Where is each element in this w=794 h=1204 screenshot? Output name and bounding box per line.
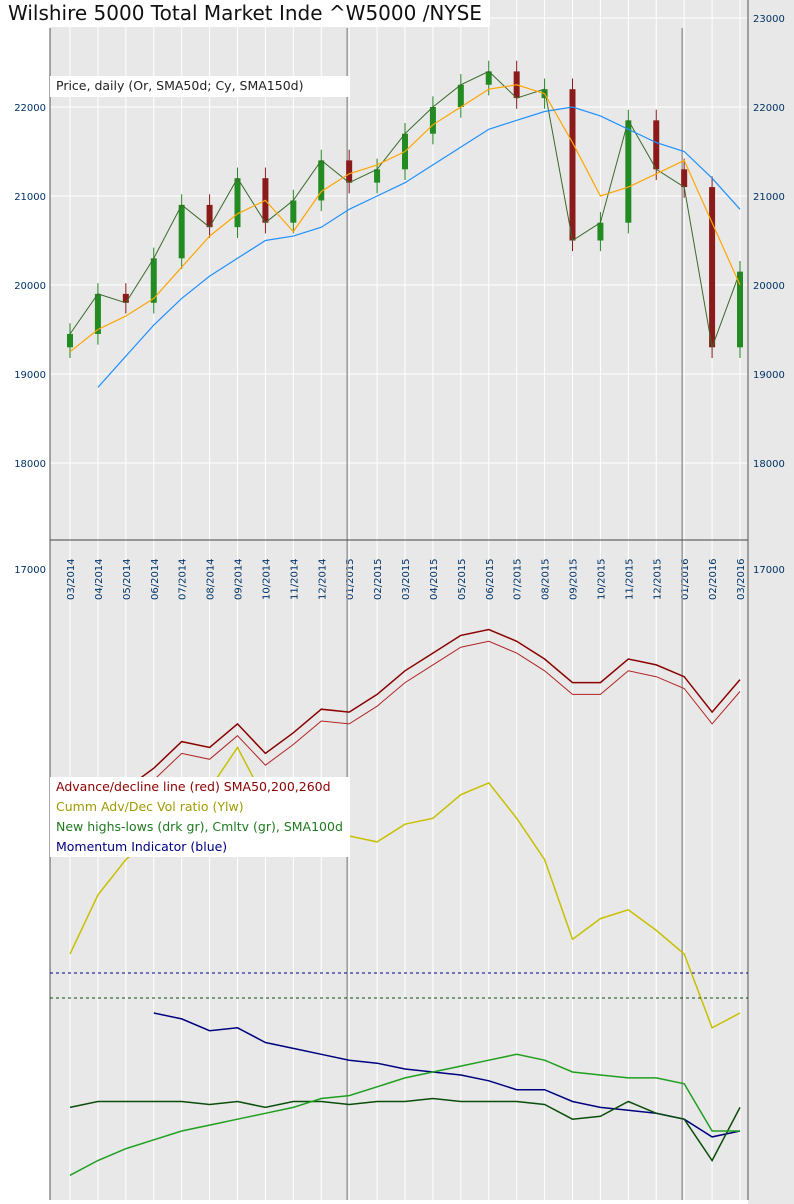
month-tick-label: 02/2015 — [373, 558, 384, 600]
price-tick-label-right: 21000 — [753, 192, 785, 203]
month-tick-label: 03/2015 — [401, 558, 412, 600]
month-tick-label: 05/2014 — [122, 558, 133, 600]
legend-ad-line: Advance/decline line (red) SMA50,200,260… — [56, 779, 331, 794]
sma50-line — [69, 84, 741, 353]
price-candle-body — [737, 271, 743, 348]
price-candle-body — [569, 89, 576, 241]
month-tick-label: 10/2015 — [596, 558, 607, 600]
price-candle-body — [346, 160, 353, 183]
indicator-legend: Advance/decline line (red) SMA50,200,260… — [50, 777, 350, 857]
month-tick-label: 10/2014 — [261, 558, 272, 600]
month-tick-label: 05/2015 — [457, 558, 468, 600]
legend-momentum: Momentum Indicator (blue) — [56, 839, 228, 854]
month-tick-label: 03/2014 — [66, 558, 77, 600]
month-tick-label: 08/2015 — [541, 558, 552, 600]
advance-decline-line — [69, 628, 741, 837]
price-candle-body — [67, 333, 73, 348]
price-candle-body — [597, 222, 604, 241]
month-tick-label: 03/2016 — [736, 558, 747, 600]
indicator-tick-label-left: 17000 — [14, 565, 46, 576]
month-tick-label: 07/2014 — [178, 558, 189, 600]
month-tick-label: 09/2015 — [569, 558, 580, 600]
indicator-tick-label-right: 17000 — [753, 565, 785, 576]
price-tick-label-right: 19000 — [753, 370, 785, 381]
price-candle-body — [457, 84, 464, 107]
month-tick-label: 01/2016 — [680, 558, 691, 600]
legend-new-highs-lows: New highs-lows (drk gr), Cmltv (gr), SMA… — [56, 819, 343, 834]
price-candle-body — [234, 178, 241, 228]
price-candle-body — [374, 169, 381, 183]
month-tick-label: 06/2015 — [485, 558, 496, 600]
advance-decline-sma50 — [69, 640, 741, 849]
month-tick-label: 12/2014 — [317, 558, 328, 600]
price-tick-label-right: 20000 — [753, 281, 785, 292]
price-tick-label-right: 22000 — [753, 103, 785, 114]
month-tick-label: 02/2016 — [708, 558, 719, 600]
price-tick-label-left: 21000 — [14, 192, 46, 203]
month-tick-label: 07/2015 — [513, 558, 524, 600]
price-candle-body — [122, 293, 129, 303]
price-tick-label-left: 22000 — [14, 103, 46, 114]
price-candle-body — [625, 120, 632, 223]
month-tick-label: 09/2014 — [234, 558, 245, 600]
month-tick-label: 11/2015 — [624, 558, 635, 600]
price-legend: Price, daily (Or, SMA50d; Cy, SMA150d) — [50, 76, 350, 97]
sma150-line — [97, 106, 741, 388]
price-legend-entry: Price, daily (Or, SMA50d; Cy, SMA150d) — [56, 78, 304, 93]
right-axis-area — [748, 0, 794, 1204]
chart-title: Wilshire 5000 Total Market Inde ^W5000 /… — [0, 0, 490, 27]
price-tick-label-left: 20000 — [14, 281, 46, 292]
price-candle-body — [653, 120, 660, 170]
legend-vol-ratio: Cumm Adv/Dec Vol ratio (Ylw) — [56, 799, 244, 814]
price-candle-body — [318, 160, 325, 201]
price-candle-body — [178, 204, 185, 259]
price-candle-body — [709, 187, 716, 348]
price-candle-body — [485, 71, 492, 85]
price-candle-body — [206, 204, 213, 228]
price-candle-body — [94, 293, 101, 334]
month-tick-label: 01/2015 — [345, 558, 356, 600]
price-tick-label-left: 19000 — [14, 370, 46, 381]
price-candle-body — [429, 107, 436, 134]
month-tick-label: 12/2015 — [652, 558, 663, 600]
indicator-plot-area — [50, 540, 748, 1200]
cumulative-new-highs-lows-line — [69, 1053, 740, 1176]
month-tick-label: 04/2014 — [94, 558, 105, 600]
price-candle-body — [681, 169, 688, 188]
price-tick-label-left: 18000 — [14, 459, 46, 470]
price-tick-label-right: 23000 — [753, 14, 785, 25]
month-tick-label: 08/2014 — [206, 558, 217, 600]
momentum-line — [153, 1012, 741, 1138]
price-candle-body — [150, 258, 157, 303]
month-tick-label: 04/2015 — [429, 558, 440, 600]
month-tick-label: 06/2014 — [150, 558, 161, 600]
price-line — [69, 70, 741, 350]
price-candle-body — [290, 200, 297, 223]
month-tick-label: 11/2014 — [289, 558, 300, 600]
new-highs-lows-line — [69, 1097, 741, 1162]
price-tick-label-right: 18000 — [753, 459, 785, 470]
